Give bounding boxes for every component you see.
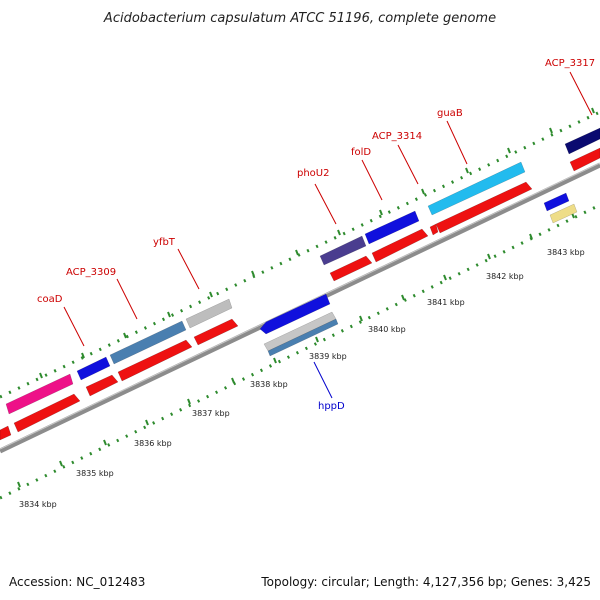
- scale-label: 3837 kbp: [192, 409, 230, 418]
- gene-label-coad: coaD: [37, 294, 63, 305]
- scale-label: 3841 kbp: [427, 298, 465, 307]
- scale-tick: [231, 377, 235, 384]
- gene-label-hppd: hppD: [318, 401, 345, 412]
- gene-feature: [549, 203, 578, 224]
- cds-feature: [329, 255, 373, 282]
- connector-acp3309: [116, 278, 138, 320]
- scale-label: 3839 kbp: [309, 352, 347, 361]
- inner-tick-track: [0, 203, 600, 500]
- gene-feature: [543, 192, 570, 212]
- label-connectors: [63, 71, 593, 399]
- scale-tick: [549, 127, 553, 134]
- scale-label: 3836 kbp: [134, 439, 172, 448]
- scale-label: 3840 kbp: [368, 325, 406, 334]
- scale-ticks: [17, 107, 595, 488]
- scale-tick: [17, 481, 21, 488]
- cds-feature: [371, 228, 429, 263]
- gene-labels: coaD ACP_3309 yfbT phoU2 folD ACP_3314 g…: [37, 58, 595, 412]
- gene-label-guab: guaB: [437, 108, 463, 119]
- scale-tick: [591, 107, 595, 114]
- cds-feature: [429, 223, 439, 236]
- outer-tick-track: [0, 110, 600, 399]
- gene-label-acp3314: ACP_3314: [372, 131, 422, 142]
- scale-tick: [529, 233, 533, 240]
- scale-tick: [401, 294, 405, 301]
- cds-feature: [117, 339, 193, 382]
- scale-label: 3838 kbp: [250, 380, 288, 389]
- cds-feature: [435, 181, 533, 234]
- scale-tick: [273, 357, 277, 364]
- scale-tick: [359, 315, 363, 322]
- forward-cds: [0, 147, 600, 441]
- scale-label: 3843 kbp: [547, 248, 585, 257]
- cds-feature: [193, 318, 239, 346]
- scale-tick: [507, 147, 511, 154]
- gene-feature: [364, 210, 420, 245]
- scale-labels: 3834 kbp 3835 kbp 3836 kbp 3837 kbp 3838…: [19, 248, 585, 509]
- scale-label: 3835 kbp: [76, 469, 114, 478]
- gene-label-yfbt: yfbT: [153, 237, 176, 248]
- genome-backbone-highlight: [0, 162, 600, 450]
- gene-label-phou2: phoU2: [297, 168, 330, 179]
- gene-label-acp3309: ACP_3309: [66, 267, 116, 278]
- scale-tick: [59, 460, 63, 467]
- cds-feature: [85, 374, 119, 397]
- scale-tick: [81, 352, 85, 359]
- scale-tick: [295, 249, 299, 256]
- connector-acp3314: [397, 144, 419, 185]
- cds-feature: [0, 425, 12, 441]
- map-title: Acidobacterium capsulatum ATCC 51196, co…: [103, 11, 496, 26]
- gene-feature: [109, 320, 187, 365]
- gene-feature: [5, 373, 74, 415]
- scale-tick: [487, 253, 491, 260]
- scale-tick: [209, 291, 213, 298]
- gene-label-fold: folD: [351, 147, 371, 158]
- connector-guab: [446, 120, 468, 165]
- forward-genes: [5, 127, 600, 415]
- connector-yfbt: [177, 248, 200, 290]
- scale-tick: [145, 419, 149, 426]
- cds-feature: [13, 393, 81, 433]
- scale-tick: [421, 188, 425, 195]
- scale-tick: [465, 167, 469, 174]
- connector-coad: [63, 306, 85, 347]
- connector-fold: [361, 159, 383, 201]
- scale-tick: [103, 439, 107, 446]
- topology-text: Topology: circular; Length: 4,127,356 bp…: [260, 575, 591, 589]
- reverse-genes: [259, 293, 339, 357]
- scale-tick: [123, 332, 127, 339]
- scale-tick: [251, 270, 255, 277]
- connector-hppd: [313, 361, 333, 399]
- connector-acp3317: [569, 71, 593, 116]
- accession-text: Accession: NC_012483: [9, 575, 145, 589]
- scale-tick: [443, 274, 447, 281]
- gene-feature: [427, 161, 526, 216]
- gene-feature-hppd-domain: [267, 318, 339, 357]
- gene-feature-hppd: [259, 293, 331, 335]
- scale-tick: [167, 311, 171, 318]
- scale-tick: [315, 336, 319, 343]
- gene-feature: [185, 298, 233, 329]
- gene-feature: [319, 235, 367, 266]
- gene-label-acp3317: ACP_3317: [545, 58, 595, 69]
- scale-tick: [379, 209, 383, 216]
- scale-label: 3842 kbp: [486, 272, 524, 281]
- connector-phou2: [314, 183, 337, 225]
- scale-tick: [337, 229, 341, 236]
- scale-tick: [187, 398, 191, 405]
- cds-feature: [569, 147, 600, 172]
- scale-label: 3834 kbp: [19, 500, 57, 509]
- gene-feature: [564, 127, 600, 155]
- gene-feature: [76, 356, 111, 381]
- scale-tick: [39, 372, 43, 379]
